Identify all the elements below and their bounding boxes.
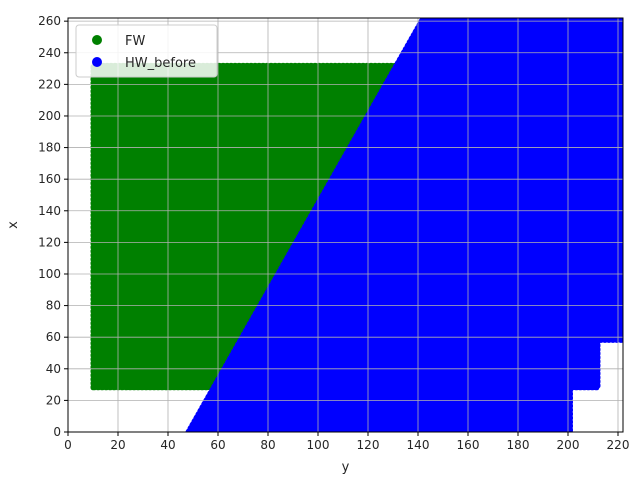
x-tick-label: 0 bbox=[64, 438, 72, 452]
x-axis-ticks: 0 20 40 60 80 100 120 140 160 180 200 220 bbox=[64, 432, 629, 452]
x-tick-label: 220 bbox=[607, 438, 630, 452]
x-tick-label: 100 bbox=[307, 438, 330, 452]
legend-marker-hw-before bbox=[92, 57, 102, 67]
legend-label-hw-before: HW_before bbox=[125, 56, 196, 71]
x-tick-label: 60 bbox=[210, 438, 225, 452]
y-tick-label: 160 bbox=[38, 172, 61, 186]
y-axis-label: x bbox=[6, 221, 21, 229]
y-tick-label: 260 bbox=[38, 14, 61, 28]
x-tick-label: 200 bbox=[557, 438, 580, 452]
x-tick-label: 40 bbox=[160, 438, 175, 452]
legend-label-fw: FW bbox=[125, 34, 145, 49]
x-tick-label: 140 bbox=[407, 438, 430, 452]
y-tick-label: 120 bbox=[38, 235, 61, 249]
x-tick-label: 80 bbox=[260, 438, 275, 452]
y-axis-ticks: 0 20 40 60 80 100 120 140 160 180 200 220 240 260 bbox=[38, 14, 68, 439]
plot-frame bbox=[67, 17, 624, 433]
y-tick-label: 140 bbox=[38, 204, 61, 218]
y-tick-label: 100 bbox=[38, 267, 61, 281]
series-hw-before-points bbox=[185, 18, 623, 432]
x-tick-label: 120 bbox=[357, 438, 380, 452]
x-tick-label: 20 bbox=[110, 438, 125, 452]
x-tick-label: 180 bbox=[507, 438, 530, 452]
y-tick-label: 200 bbox=[38, 109, 61, 123]
legend-box bbox=[75, 24, 218, 78]
legend: FW HW_before bbox=[75, 24, 218, 78]
legend-marker-fw bbox=[92, 35, 102, 45]
data-layer bbox=[90, 18, 623, 432]
y-tick-label: 0 bbox=[53, 425, 61, 439]
y-tick-label: 40 bbox=[46, 362, 61, 376]
y-tick-label: 60 bbox=[46, 330, 61, 344]
y-tick-label: 180 bbox=[38, 141, 61, 155]
x-axis-label: y bbox=[342, 460, 350, 475]
y-tick-label: 80 bbox=[46, 299, 61, 313]
x-tick-label: 160 bbox=[457, 438, 480, 452]
y-tick-label: 220 bbox=[38, 77, 61, 91]
y-tick-label: 20 bbox=[46, 393, 61, 407]
y-tick-label: 240 bbox=[38, 46, 61, 60]
